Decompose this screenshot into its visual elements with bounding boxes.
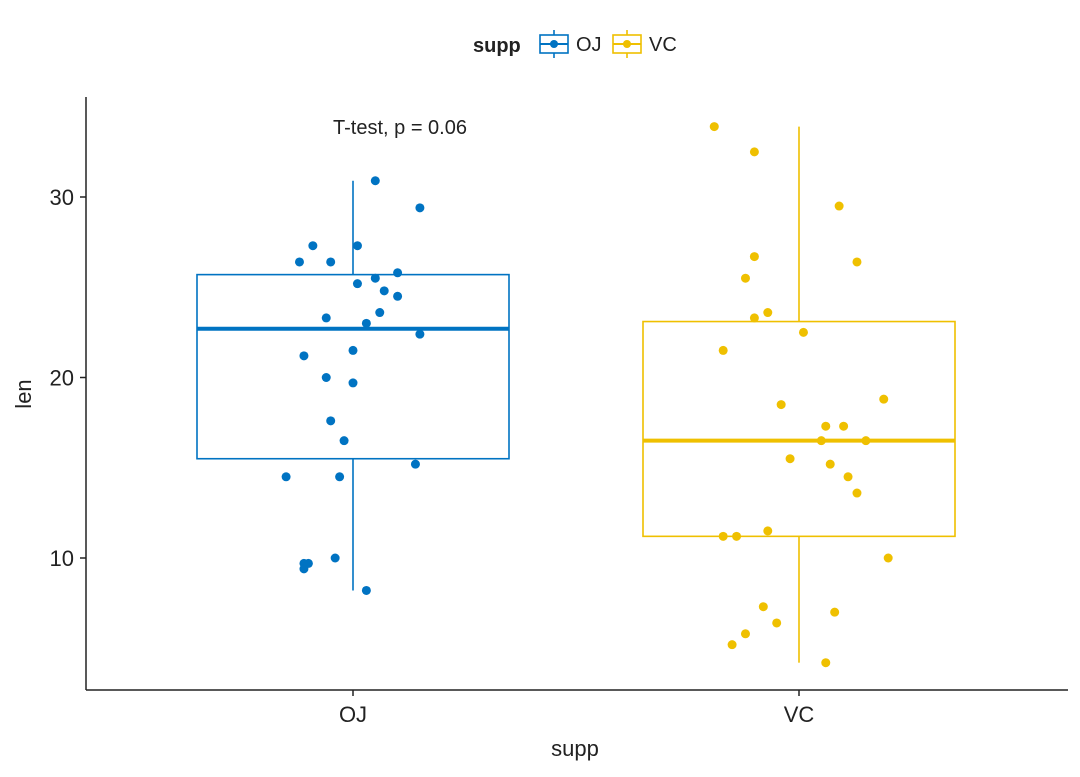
data-point-vc	[821, 658, 831, 668]
data-point-vc	[785, 454, 795, 464]
box-oj	[196, 180, 510, 591]
t-test-annotation: T-test, p = 0.06	[333, 117, 467, 139]
data-point-oj	[339, 436, 349, 446]
legend-label: VC	[649, 34, 677, 56]
data-point-vc	[816, 436, 826, 446]
data-point-vc	[883, 553, 893, 563]
data-point-oj	[370, 273, 380, 283]
data-point-vc	[727, 640, 737, 650]
data-point-vc	[839, 421, 849, 431]
data-point-vc	[749, 147, 759, 157]
data-point-vc	[852, 488, 862, 498]
data-point-vc	[732, 531, 742, 541]
data-point-vc	[749, 252, 759, 262]
data-point-vc	[718, 345, 728, 355]
data-point-oj	[326, 257, 336, 267]
data-point-oj	[410, 459, 420, 469]
data-point-vc	[709, 122, 719, 132]
data-point-oj	[361, 585, 371, 595]
x-tick-label-oj: OJ	[339, 702, 367, 727]
data-point-vc	[740, 273, 750, 283]
data-point-vc	[718, 531, 728, 541]
data-point-oj	[299, 351, 309, 361]
data-point-oj	[321, 313, 331, 323]
x-axis-label: supp	[551, 736, 599, 761]
x-tick-label-vc: VC	[784, 702, 815, 727]
y-tick-label: 30	[50, 185, 74, 210]
y-tick-label: 10	[50, 546, 74, 571]
box-iqr	[642, 320, 956, 538]
data-point-oj	[330, 553, 340, 563]
data-point-oj	[352, 279, 362, 289]
data-point-oj	[352, 241, 362, 251]
data-point-vc	[798, 327, 808, 337]
data-point-oj	[348, 378, 358, 388]
data-point-oj	[361, 318, 371, 328]
data-point-vc	[776, 400, 786, 410]
data-point-oj	[415, 203, 425, 213]
box-iqr	[196, 273, 510, 460]
data-point-oj	[348, 345, 358, 355]
data-point-oj	[321, 373, 331, 382]
data-point-vc	[763, 526, 773, 536]
data-point-vc	[830, 607, 840, 617]
legend-point-icon	[623, 40, 631, 48]
legend: supp OJ VC	[473, 30, 677, 58]
legend-title: supp	[473, 35, 521, 57]
data-point-oj	[393, 291, 403, 301]
data-point-vc	[834, 201, 844, 211]
data-point-vc	[843, 472, 853, 482]
data-point-vc	[852, 257, 862, 267]
data-point-vc	[879, 394, 889, 404]
legend-point-icon	[550, 40, 558, 48]
data-point-vc	[825, 459, 835, 469]
data-point-vc	[763, 308, 773, 318]
data-point-oj	[308, 241, 318, 251]
data-point-oj	[294, 257, 304, 267]
axes: 10 20 30 OJ VC supp len	[11, 97, 1068, 761]
data-point-oj	[370, 176, 380, 186]
data-point-vc	[740, 629, 750, 639]
data-point-vc	[861, 436, 871, 446]
data-point-oj	[393, 268, 403, 278]
data-point-oj	[281, 472, 291, 482]
data-point-vc	[772, 618, 782, 628]
data-point-oj	[375, 308, 385, 318]
data-point-oj	[326, 416, 336, 426]
box-vc	[642, 126, 956, 663]
data-point-oj	[415, 329, 425, 339]
data-point-oj	[379, 286, 389, 296]
legend-item-vc: VC	[612, 30, 677, 58]
data-point-oj	[299, 564, 309, 574]
data-point-vc	[821, 421, 831, 431]
y-tick-label: 20	[50, 366, 74, 391]
legend-label: OJ	[576, 34, 602, 56]
data-point-vc	[758, 602, 768, 612]
legend-item-oj: OJ	[539, 30, 602, 58]
data-point-vc	[749, 313, 759, 323]
data-point-oj	[335, 472, 345, 482]
y-axis-label: len	[11, 379, 36, 408]
